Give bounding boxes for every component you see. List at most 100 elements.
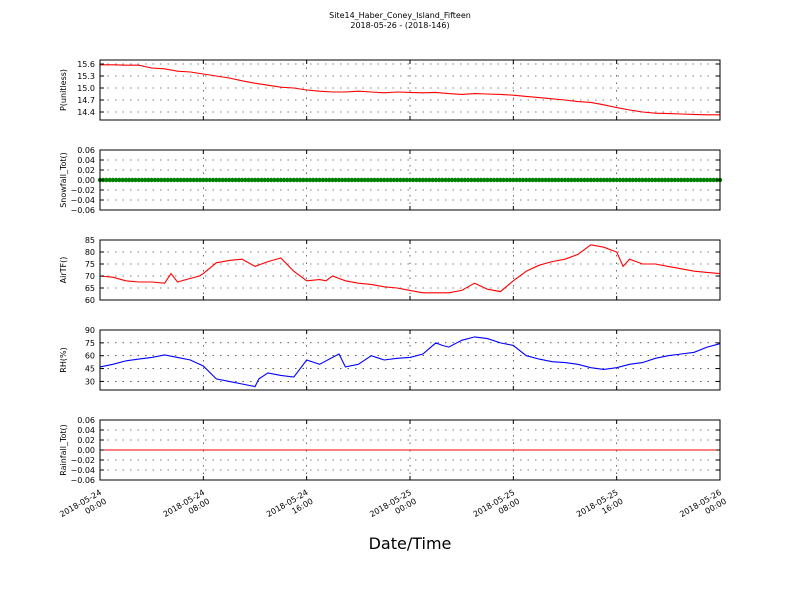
y-tick-label: 85 <box>85 236 95 245</box>
data-point <box>407 177 413 183</box>
data-point <box>136 177 141 183</box>
data-point <box>217 177 222 183</box>
data-point <box>462 177 468 183</box>
subplot-1: 15.6 15.3 15.0 14.7 14.4 P(unitless) <box>59 59 721 121</box>
series-line <box>99 244 721 294</box>
data-point <box>675 177 681 183</box>
data-point <box>478 177 484 183</box>
data-point <box>530 177 535 183</box>
data-point <box>327 177 332 183</box>
data-point <box>307 177 313 183</box>
data-point <box>362 177 367 183</box>
data-point <box>511 177 516 183</box>
series-line <box>100 64 720 116</box>
data-point <box>637 177 642 183</box>
y-axis-label: P(unitless) <box>59 69 68 111</box>
data-point <box>633 177 639 183</box>
data-point <box>501 177 506 183</box>
y-axis-label: RH(%) <box>59 347 68 372</box>
data-point <box>107 177 112 183</box>
data-point <box>543 177 548 183</box>
y-axis-label: AirTF() <box>59 257 68 284</box>
data-point <box>414 177 419 183</box>
data-point <box>527 177 532 183</box>
data-point <box>475 177 481 183</box>
subplot-2: 0.060.040.020.00−0.02−0.04−0.06Snowfall_… <box>59 146 723 215</box>
data-point <box>704 177 710 183</box>
data-point <box>126 177 132 183</box>
data-point <box>398 177 403 183</box>
data-point <box>556 177 561 183</box>
y-tick-label: 14.7 <box>77 96 95 105</box>
y-tick-label: 0.00 <box>77 446 95 455</box>
y-tick-label: 15.6 <box>77 60 95 69</box>
data-point <box>120 177 125 183</box>
data-point <box>333 177 338 183</box>
y-tick-label: −0.02 <box>70 456 95 465</box>
data-point <box>614 177 619 183</box>
data-point <box>627 177 632 183</box>
y-tick-label: 90 <box>85 326 95 335</box>
data-point <box>559 177 564 183</box>
data-point <box>239 177 245 183</box>
data-point <box>617 177 623 183</box>
data-point <box>372 177 377 183</box>
data-point <box>236 177 242 183</box>
data-point <box>507 177 513 183</box>
data-point <box>314 177 319 183</box>
data-point <box>320 177 326 183</box>
series-line <box>99 336 721 388</box>
figure-subtitle: 2018-05-26 - (2018-146) <box>350 21 450 30</box>
data-point <box>711 177 716 183</box>
data-point <box>285 177 290 183</box>
data-point <box>162 177 167 183</box>
y-tick-label: 60 <box>85 296 95 305</box>
data-point <box>330 177 335 183</box>
data-point <box>385 177 390 183</box>
data-point <box>184 177 190 183</box>
data-point <box>365 177 371 183</box>
data-point <box>226 177 232 183</box>
data-point <box>430 177 435 183</box>
data-point <box>359 177 364 183</box>
y-tick-label: −0.02 <box>70 186 95 195</box>
data-point <box>378 177 384 183</box>
data-point <box>110 177 116 183</box>
y-tick-label: 0.06 <box>77 416 95 425</box>
data-point <box>524 177 529 183</box>
data-point <box>469 177 474 183</box>
y-tick-label: 0.04 <box>77 426 95 435</box>
data-point <box>533 177 539 183</box>
data-point <box>624 177 629 183</box>
y-axis-label: Rainfall_Tot() <box>59 424 68 476</box>
y-tick-label: 0.00 <box>77 176 95 185</box>
y-tick-label: 75 <box>85 339 95 348</box>
data-point <box>194 177 200 183</box>
data-point <box>130 177 135 183</box>
data-point <box>401 177 406 183</box>
data-point <box>691 177 697 183</box>
data-point <box>197 177 203 183</box>
data-point <box>649 177 655 183</box>
data-point <box>598 177 603 183</box>
data-point <box>298 177 303 183</box>
data-point <box>604 177 610 183</box>
y-tick-label: 30 <box>85 377 95 386</box>
data-point <box>585 177 590 183</box>
data-point <box>117 177 122 183</box>
data-point <box>643 177 648 183</box>
y-tick-label: 0.04 <box>77 156 95 165</box>
data-point <box>549 177 555 183</box>
data-point <box>653 177 658 183</box>
x-tick-label: 2018-05-2508:00 <box>472 488 522 528</box>
data-point <box>249 177 254 183</box>
data-point <box>252 177 258 183</box>
data-point <box>288 177 293 183</box>
data-point <box>265 177 271 183</box>
data-point <box>210 177 216 183</box>
y-tick-label: −0.06 <box>70 206 95 215</box>
data-point <box>220 177 225 183</box>
data-point <box>404 177 409 183</box>
y-tick-label: −0.04 <box>70 196 95 205</box>
data-point <box>411 177 416 183</box>
